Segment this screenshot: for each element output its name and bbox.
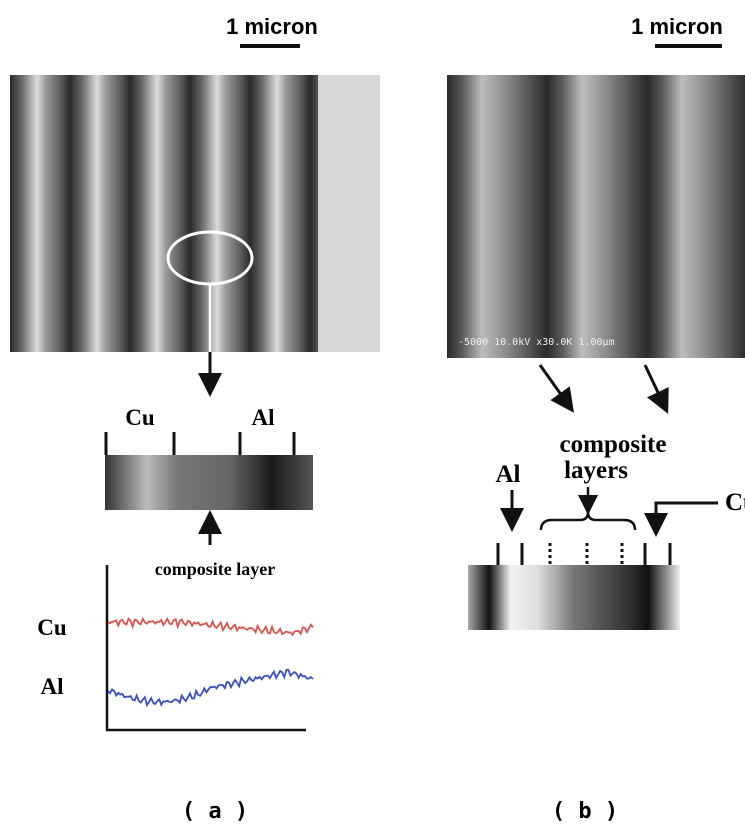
al-profile bbox=[107, 668, 314, 708]
arrow bbox=[643, 364, 669, 414]
dashed-ticks bbox=[548, 543, 624, 565]
strip-label: Al bbox=[252, 405, 275, 430]
caption: ( a ) bbox=[182, 799, 248, 824]
label: layers bbox=[564, 457, 628, 484]
strip-label: Cu bbox=[125, 405, 155, 430]
arrow bbox=[644, 501, 718, 537]
label: Al bbox=[496, 461, 521, 488]
caption: ( b ) bbox=[552, 799, 618, 824]
scale-label: 1 micron bbox=[631, 14, 723, 39]
tick-marks bbox=[104, 432, 296, 455]
scale-label: 1 micron bbox=[226, 14, 318, 39]
micrograph-a bbox=[10, 75, 318, 352]
annotation: composite layer bbox=[155, 559, 275, 579]
label: Cu bbox=[725, 489, 745, 516]
profile-axes bbox=[105, 565, 306, 732]
label: composite bbox=[560, 431, 667, 458]
cu-profile bbox=[107, 616, 314, 637]
profile-label: Cu bbox=[37, 615, 67, 640]
strip-a bbox=[105, 455, 313, 510]
micrograph-b bbox=[447, 75, 745, 358]
strip-b bbox=[468, 565, 680, 630]
profile-label: Al bbox=[41, 674, 64, 699]
micrograph-a-edge bbox=[318, 75, 380, 352]
brace bbox=[539, 511, 637, 531]
tick-marks bbox=[496, 543, 672, 565]
sem-info: -5000 10.0kV x30.0K 1.00µm bbox=[458, 337, 615, 348]
arrow bbox=[538, 364, 574, 413]
